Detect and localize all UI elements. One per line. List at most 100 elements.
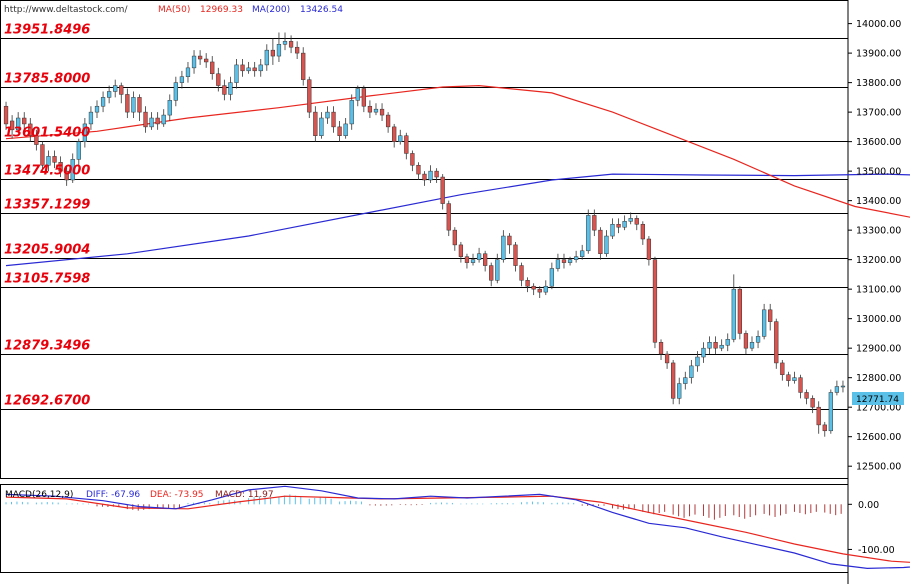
macd-tick-label: -100.00 (858, 545, 895, 556)
candle-down (799, 378, 803, 393)
candle-up (132, 97, 136, 112)
candle-up (180, 77, 184, 83)
candle-up (756, 336, 760, 342)
candle-down (423, 174, 427, 180)
candle-down (465, 257, 469, 263)
candle-up (277, 44, 281, 56)
candle-up (708, 342, 712, 348)
candle-down (787, 375, 791, 381)
candle-down (368, 106, 372, 112)
y-tick-label: 13100.00 (856, 285, 901, 296)
level-label: 13474.5000 (4, 164, 90, 179)
candle-up (702, 348, 706, 357)
candle-down (301, 53, 305, 80)
level-label: 13951.8496 (4, 23, 90, 38)
candle-up (689, 366, 693, 378)
level-label: 13357.1299 (4, 198, 90, 213)
candle-up (605, 236, 609, 254)
candle-up (162, 115, 166, 124)
candle-up (762, 310, 766, 337)
candle-down (253, 68, 257, 71)
macd-dea-label: DEA: -73.95 (150, 490, 204, 500)
candle-up (235, 65, 239, 83)
candle-down (53, 156, 57, 162)
candle-down (665, 354, 669, 363)
candle-down (459, 245, 463, 257)
candle-down (592, 215, 596, 230)
y-tick-label: 13000.00 (856, 314, 901, 325)
level-label: 13601.5400 (4, 126, 90, 141)
y-tick-label: 13200.00 (856, 255, 901, 266)
candle-down (562, 260, 566, 263)
candle-up (732, 289, 736, 339)
candle-down (805, 392, 809, 398)
level-label: 12879.3496 (4, 339, 90, 354)
candle-down (138, 97, 142, 112)
candle-up (77, 142, 81, 160)
candle-down (489, 266, 493, 281)
ma200-legend-label: MA(200) (252, 5, 290, 15)
candle-down (447, 204, 451, 231)
level-label: 13205.9004 (4, 243, 90, 258)
candle-down (744, 333, 748, 348)
y-tick-label: 13300.00 (856, 226, 901, 237)
y-tick-label: 13400.00 (856, 196, 901, 207)
candle-down (508, 236, 512, 245)
candle-down (156, 118, 160, 124)
candle-down (404, 136, 408, 154)
candle-up (720, 345, 724, 348)
candle-down (289, 41, 293, 47)
candle-down (659, 342, 663, 354)
candle-up (726, 339, 730, 345)
level-label: 13785.8000 (4, 72, 90, 87)
candle-up (247, 68, 251, 71)
candle-up (150, 118, 154, 127)
y-tick-label: 13900.00 (856, 49, 901, 60)
candle-up (95, 106, 99, 112)
candle-up (229, 83, 233, 95)
macd-tick-label: 0.00 (858, 500, 879, 511)
candle-up (107, 91, 111, 97)
candle-up (101, 97, 105, 106)
y-tick-label: 12500.00 (856, 462, 901, 473)
candle-down (780, 363, 784, 375)
candle-down (210, 62, 214, 74)
candle-up (350, 100, 354, 124)
candle-down (332, 112, 336, 127)
candle-down (216, 74, 220, 86)
candle-up (320, 118, 324, 136)
candle-up (750, 342, 754, 348)
candle-down (811, 398, 815, 407)
candle-up (677, 384, 681, 399)
candle-up (683, 378, 687, 384)
candle-down (435, 171, 439, 177)
candle-down (271, 50, 275, 56)
candle-down (647, 239, 651, 260)
candle-down (483, 254, 487, 266)
candle-up (568, 260, 572, 263)
y-tick-label: 12800.00 (856, 373, 901, 384)
candle-down (338, 127, 342, 136)
ma50-legend-value: 12969.33 (200, 5, 243, 15)
candle-up (829, 392, 833, 430)
y-tick-label: 12900.00 (856, 344, 901, 355)
candle-down (119, 86, 123, 95)
site-url: http://www.deltastock.com/ (4, 5, 128, 15)
macd-title: MACD(26,12,9) (5, 490, 73, 500)
candle-up (398, 136, 402, 142)
candle-up (696, 357, 700, 366)
candle-up (835, 387, 839, 393)
macd-hist-label: MACD: 11.97 (215, 490, 274, 500)
level-label: 13105.7598 (4, 272, 90, 287)
candle-up (471, 260, 475, 263)
candle-up (611, 224, 615, 236)
candle-up (174, 83, 178, 101)
candle-down (417, 165, 421, 174)
y-tick-label: 13700.00 (856, 108, 901, 119)
candle-down (362, 89, 366, 107)
candle-down (538, 289, 542, 292)
candle-down (22, 118, 26, 124)
candle-down (671, 363, 675, 398)
y-tick-label: 14000.00 (856, 19, 901, 30)
